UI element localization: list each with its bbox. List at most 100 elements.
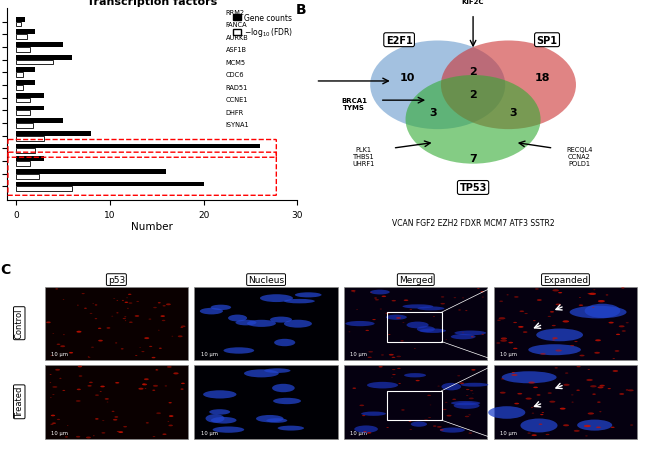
Ellipse shape <box>445 339 447 340</box>
Ellipse shape <box>428 417 431 418</box>
Text: p53: p53 <box>108 276 125 285</box>
Ellipse shape <box>367 357 372 358</box>
Ellipse shape <box>127 308 129 309</box>
Ellipse shape <box>397 368 400 369</box>
Ellipse shape <box>49 374 51 375</box>
Bar <box>16 94 44 98</box>
Ellipse shape <box>451 334 476 340</box>
Ellipse shape <box>517 393 522 395</box>
Ellipse shape <box>153 436 155 437</box>
Ellipse shape <box>497 320 500 321</box>
Text: DHFR: DHFR <box>226 110 244 115</box>
Ellipse shape <box>502 372 556 383</box>
Ellipse shape <box>228 315 247 322</box>
Ellipse shape <box>563 424 569 426</box>
Bar <box>16 18 25 23</box>
Ellipse shape <box>63 335 65 336</box>
Ellipse shape <box>532 413 534 414</box>
Text: 10 μm: 10 μm <box>500 352 517 357</box>
Ellipse shape <box>142 384 146 385</box>
Ellipse shape <box>406 76 541 164</box>
Ellipse shape <box>588 413 594 414</box>
Ellipse shape <box>441 383 461 391</box>
Text: BRCA1
TYMS: BRCA1 TYMS <box>341 98 367 111</box>
Ellipse shape <box>433 316 435 317</box>
Ellipse shape <box>626 390 629 391</box>
Ellipse shape <box>454 298 456 299</box>
Ellipse shape <box>380 309 382 310</box>
Ellipse shape <box>519 311 524 313</box>
Ellipse shape <box>102 420 105 421</box>
Ellipse shape <box>53 394 55 395</box>
Ellipse shape <box>556 304 561 306</box>
Ellipse shape <box>86 437 91 438</box>
Ellipse shape <box>124 317 126 318</box>
Ellipse shape <box>144 337 150 339</box>
Ellipse shape <box>615 350 619 352</box>
Ellipse shape <box>381 354 384 356</box>
Ellipse shape <box>396 356 401 358</box>
Ellipse shape <box>548 316 551 317</box>
Ellipse shape <box>578 305 583 306</box>
Bar <box>16 136 44 141</box>
Ellipse shape <box>266 418 287 423</box>
Ellipse shape <box>514 296 519 298</box>
Text: AURKB: AURKB <box>226 35 248 41</box>
Ellipse shape <box>406 322 428 329</box>
Ellipse shape <box>471 369 476 371</box>
Ellipse shape <box>462 298 464 299</box>
Ellipse shape <box>392 374 396 375</box>
Ellipse shape <box>135 315 139 317</box>
Text: RECQL4
CCNA2
POLD1: RECQL4 CCNA2 POLD1 <box>566 147 592 166</box>
Ellipse shape <box>469 398 474 399</box>
Ellipse shape <box>153 307 157 308</box>
Ellipse shape <box>549 401 555 403</box>
Ellipse shape <box>46 322 51 323</box>
Ellipse shape <box>90 313 92 314</box>
Text: CCNE1: CCNE1 <box>226 97 248 103</box>
Ellipse shape <box>560 408 566 410</box>
Ellipse shape <box>512 372 515 373</box>
Ellipse shape <box>402 304 434 309</box>
Ellipse shape <box>537 299 541 301</box>
Bar <box>16 132 91 136</box>
Ellipse shape <box>427 395 431 396</box>
Ellipse shape <box>126 298 128 299</box>
Bar <box>16 111 30 116</box>
Ellipse shape <box>370 290 390 295</box>
Ellipse shape <box>466 389 469 390</box>
Ellipse shape <box>168 425 173 426</box>
Ellipse shape <box>588 293 592 295</box>
Ellipse shape <box>123 318 126 319</box>
Ellipse shape <box>351 290 356 292</box>
Ellipse shape <box>497 343 500 344</box>
Text: 2: 2 <box>469 90 477 100</box>
Text: 10 μm: 10 μm <box>51 352 68 357</box>
Ellipse shape <box>594 352 600 354</box>
Bar <box>16 23 21 28</box>
Ellipse shape <box>577 390 580 391</box>
Ellipse shape <box>608 322 614 324</box>
Text: Control: Control <box>15 308 24 339</box>
Text: 3: 3 <box>510 107 517 117</box>
Ellipse shape <box>50 355 53 356</box>
Text: 3: 3 <box>429 107 437 117</box>
Ellipse shape <box>95 305 98 306</box>
Ellipse shape <box>404 300 408 301</box>
Ellipse shape <box>260 295 293 302</box>
Ellipse shape <box>452 399 456 400</box>
Ellipse shape <box>77 305 79 306</box>
Ellipse shape <box>79 376 83 377</box>
Ellipse shape <box>213 427 244 433</box>
Ellipse shape <box>359 405 364 406</box>
Ellipse shape <box>402 322 404 323</box>
Ellipse shape <box>57 344 60 345</box>
Ellipse shape <box>595 340 601 341</box>
Text: Expanded: Expanded <box>543 276 588 285</box>
Ellipse shape <box>77 389 81 390</box>
Ellipse shape <box>115 382 120 384</box>
Ellipse shape <box>144 378 149 380</box>
Ellipse shape <box>577 420 612 431</box>
Ellipse shape <box>89 382 93 383</box>
Ellipse shape <box>107 327 111 329</box>
